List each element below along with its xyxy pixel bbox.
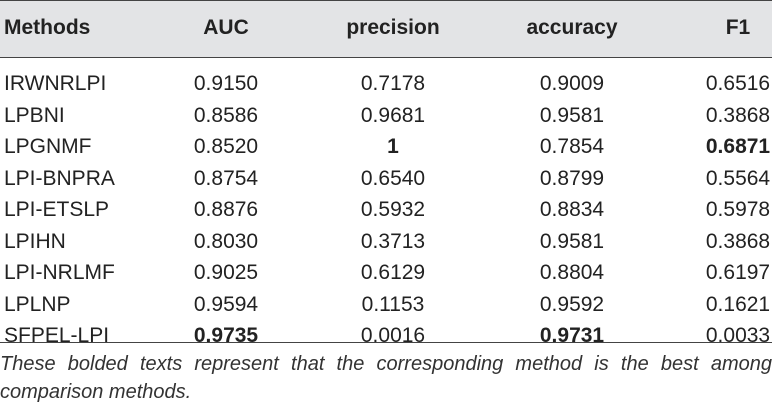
table-header-band xyxy=(0,0,772,57)
cell-precision: 0.6129 xyxy=(360,261,426,284)
cell-auc: 0.9025 xyxy=(193,261,259,284)
cell-precision: 1 xyxy=(387,135,399,158)
footnote-line-2: comparison methods. xyxy=(0,381,192,403)
header-methods: Methods xyxy=(4,16,91,39)
cell-f1: 0.6516 xyxy=(705,72,771,95)
cell-auc: 0.9594 xyxy=(193,293,259,316)
cell-f1: 0.5564 xyxy=(705,167,771,190)
cell-precision: 0.0016 xyxy=(360,324,426,347)
cell-auc: 0.8586 xyxy=(193,104,259,127)
cell-f1: 0.3868 xyxy=(705,104,771,127)
cell-method: IRWNRLPI xyxy=(4,72,107,95)
cell-accuracy: 0.9581 xyxy=(539,230,605,253)
cell-precision: 0.5932 xyxy=(360,198,426,221)
cell-accuracy: 0.7854 xyxy=(539,135,605,158)
cell-auc: 0.8754 xyxy=(193,167,259,190)
cell-precision: 0.1153 xyxy=(361,293,425,316)
cell-method: LPI-ETSLP xyxy=(4,198,110,221)
top-rule xyxy=(0,0,772,1)
cell-precision: 0.7178 xyxy=(360,72,426,95)
cell-accuracy: 0.9581 xyxy=(539,104,605,127)
cell-auc: 0.9150 xyxy=(193,72,259,95)
cell-method: LPI-BNPRA xyxy=(4,167,115,190)
cell-method: LPI-NRLMF xyxy=(4,261,115,284)
header-auc: AUC xyxy=(203,16,249,39)
cell-f1: 0.6871 xyxy=(705,135,771,158)
header-f1: F1 xyxy=(725,16,751,39)
cell-method: LPGNMF xyxy=(4,135,92,158)
bottom-rule xyxy=(0,342,772,343)
cell-precision: 0.6540 xyxy=(360,167,426,190)
footnote-line-1: These bolded texts represent that the co… xyxy=(0,353,772,375)
cell-method: SFPEL-LPI xyxy=(4,324,110,347)
cell-accuracy: 0.8804 xyxy=(539,261,605,284)
cell-method: LPIHN xyxy=(4,230,66,253)
cell-accuracy: 0.9731 xyxy=(539,324,605,347)
cell-f1: 0.0033 xyxy=(705,324,771,347)
cell-f1: 0.5978 xyxy=(705,198,771,221)
table-footnote: These bolded texts represent that the co… xyxy=(0,350,772,406)
cell-auc: 0.8520 xyxy=(193,135,259,158)
header-rule xyxy=(0,57,772,58)
cell-auc: 0.8030 xyxy=(193,230,259,253)
cell-accuracy: 0.9009 xyxy=(539,72,605,95)
cell-accuracy: 0.9592 xyxy=(539,293,605,316)
cell-method: LPBNI xyxy=(4,104,65,127)
header-accuracy: accuracy xyxy=(526,16,618,39)
cell-f1: 0.1621 xyxy=(705,293,771,316)
header-precision: precision xyxy=(346,16,440,39)
cell-accuracy: 0.8799 xyxy=(539,167,605,190)
cell-precision: 0.9681 xyxy=(360,104,426,127)
cell-precision: 0.3713 xyxy=(360,230,426,253)
cell-method: LPLNP xyxy=(4,293,71,316)
cell-f1: 0.3868 xyxy=(705,230,771,253)
cell-accuracy: 0.8834 xyxy=(539,198,605,221)
cell-auc: 0.8876 xyxy=(193,198,259,221)
cell-auc: 0.9735 xyxy=(193,324,259,347)
cell-f1: 0.6197 xyxy=(705,261,771,284)
